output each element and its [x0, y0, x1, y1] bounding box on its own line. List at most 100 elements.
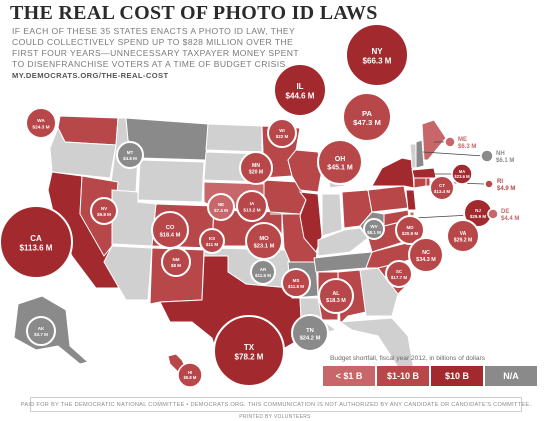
state-nh [415, 139, 425, 169]
bubble-mn [239, 151, 273, 185]
bubble-ny [345, 23, 409, 87]
bubble-code-wv: WV [370, 224, 377, 229]
bubble-nh [480, 149, 494, 163]
bubble-mt [116, 141, 144, 169]
label-code-me: ME [458, 137, 467, 143]
bubble-code-ar: AR [260, 267, 267, 272]
label-cost-ri: $4.9 M [497, 186, 515, 192]
subtitle-line-4: TO DISENFRANCHISE VOTERS AT A TIME OF BU… [12, 59, 289, 69]
bubble-code-nj: NJ [475, 208, 481, 213]
bubble-cost-ne: $7.4 M [214, 208, 228, 213]
bubble-cost-nm: $8 M [171, 263, 181, 268]
bubble-cost-ks: $11 M [206, 242, 219, 247]
bubble-code-oh: OH [335, 156, 346, 163]
state-wa [57, 115, 119, 146]
bubble-ca [0, 205, 73, 279]
bubble-wv [363, 218, 385, 240]
bubble-ri [484, 179, 494, 189]
bubble-cost-co: $18.4 M [160, 232, 181, 238]
bubble-nv [90, 197, 118, 225]
label-cost-nh: $6.1 M [496, 158, 514, 164]
bubble-cost-ar: $11.5 M [255, 273, 271, 278]
subtitle-line-3: FIRST FOUR YEARS—UNNECESSARY TAXPAYER MO… [12, 48, 300, 58]
bubble-nm [161, 247, 191, 277]
bubble-code-il: IL [296, 82, 303, 91]
bubble-code-ms: MS [293, 278, 300, 283]
bubble-tn [291, 314, 329, 352]
label-code-de: DE [501, 209, 509, 215]
state-il [298, 191, 323, 253]
bubble-code-mt: MT [127, 150, 134, 155]
bubble-cost-md: $20.9 M [402, 231, 419, 236]
bubble-code-wi: WI [279, 128, 285, 133]
bubble-cost-mn: $20 M [249, 170, 263, 176]
bubble-cost-nj: $29.9 M [470, 214, 487, 219]
bubble-cost-ak: $3.7 M [34, 332, 48, 337]
bubble-ak [26, 316, 56, 346]
bubble-me [444, 136, 456, 148]
bubble-ks [199, 228, 225, 254]
bubble-ms [281, 268, 311, 298]
bubble-co [151, 211, 189, 249]
state-mt [125, 117, 209, 161]
bubble-cost-il: $44.6 M [286, 92, 315, 101]
bubble-mo [245, 222, 283, 260]
source-url: MY.DEMOCRATS.ORG/THE-REAL-COST [12, 71, 169, 80]
bubble-code-pa: PA [362, 109, 373, 118]
bubble-code-wa: WA [37, 118, 45, 124]
bubble-cost-ca: $113.6 M [20, 244, 53, 253]
legend-caption: Budget shortfall, fiscal year 2012, in b… [330, 355, 486, 362]
bubble-sc [385, 260, 413, 288]
bubble-code-hi: HI [188, 370, 192, 375]
state-nd [205, 123, 263, 153]
bubble-cost-nv: $9.8 M [97, 212, 111, 217]
label-code-ri: RI [497, 179, 503, 185]
label-code-nh: NH [496, 151, 505, 157]
bubble-code-ny: NY [371, 47, 383, 56]
bubble-code-md: MD [407, 225, 415, 230]
bubble-ct [429, 175, 455, 201]
bubble-code-va: VA [460, 231, 467, 237]
bubble-code-ct: CT [439, 183, 445, 188]
bubble-cost-mo: $23.1 M [254, 243, 275, 249]
legend: < $1 B $1-10 B $10 B N/A [323, 366, 539, 386]
bubble-cost-tx: $78.2 M [235, 353, 264, 362]
printed-by: PRINTED BY VOLUNTEERS [239, 414, 311, 420]
bubble-ar [250, 259, 276, 285]
bubble-cost-wv: $8.1 M [367, 230, 381, 235]
bubble-cost-hi: $5.8 M [184, 375, 197, 380]
state-me [421, 119, 447, 161]
bubble-pa [342, 92, 392, 142]
bubble-cost-wa: $24.3 M [32, 124, 49, 130]
bubble-hi [177, 362, 203, 388]
bubble-code-nc: NC [422, 250, 430, 256]
bubble-cost-tn: $24.2 M [300, 335, 321, 341]
state-az [103, 245, 153, 301]
bubble-code-nv: NV [101, 206, 107, 211]
bubble-wa [25, 107, 57, 139]
bubble-code-nm: NM [173, 257, 180, 262]
legend-item-na: N/A [485, 366, 537, 386]
bubble-cost-oh: $45.1 M [327, 165, 353, 172]
state-wy [137, 159, 205, 203]
bubble-code-tx: TX [244, 343, 255, 352]
bubble-code-ks: KS [209, 236, 215, 241]
bubble-code-ma: MA [459, 169, 466, 174]
bubble-cost-ma: $23.6 M [454, 174, 470, 179]
bubble-il [273, 63, 327, 117]
bubble-code-sc: SC [396, 269, 403, 274]
bubble-cost-al: $18.3 M [326, 298, 346, 304]
disclaimer-footer: PAID FOR BY THE DEMOCRATIC NATIONAL COMM… [21, 397, 531, 412]
bubble-ia [236, 190, 268, 222]
bubble-cost-sc: $17.7 M [391, 275, 408, 280]
bubble-cost-ia: $13.2 M [243, 207, 260, 213]
bubble-code-co: CO [166, 225, 175, 231]
bubble-de [487, 208, 499, 220]
state-nj [405, 189, 417, 211]
bubble-code-mo: MO [259, 236, 269, 242]
bubble-cost-ny: $66.3 M [363, 57, 392, 66]
bubble-oh [317, 139, 363, 185]
bubble-cost-ms: $11.8 M [288, 284, 304, 289]
cost-bubbles: WA$24.3 M MT$4.8 M NV$9.8 M CA$113.6 M NE$7.… [0, 23, 519, 388]
